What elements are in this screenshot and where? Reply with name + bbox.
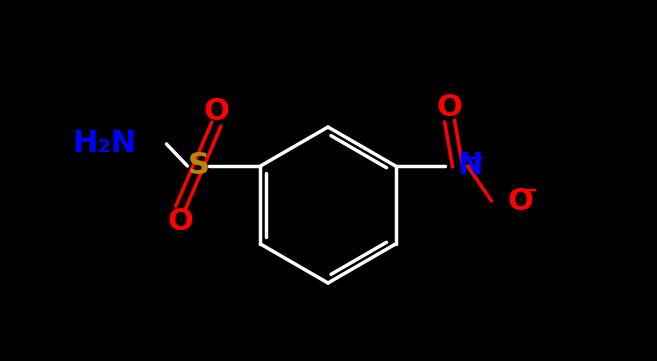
Text: H₂N: H₂N <box>72 130 137 158</box>
Text: O: O <box>437 93 463 122</box>
Text: O: O <box>168 206 193 235</box>
Text: S: S <box>187 152 210 180</box>
Text: −: − <box>521 181 538 201</box>
Text: O: O <box>508 187 533 216</box>
Text: O: O <box>204 96 229 126</box>
Text: N: N <box>457 152 483 180</box>
Text: +: + <box>468 148 485 168</box>
